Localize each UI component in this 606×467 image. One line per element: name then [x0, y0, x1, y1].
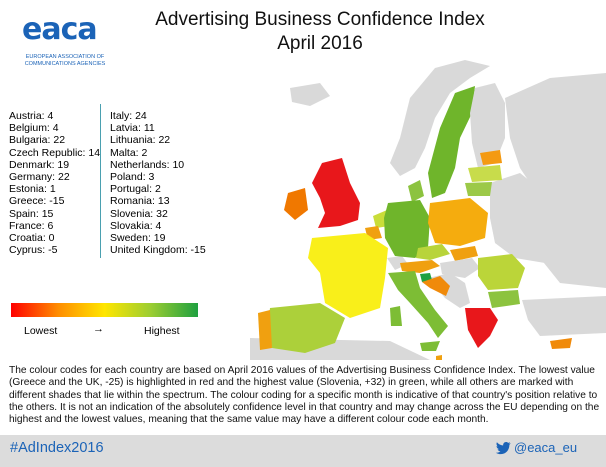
title-line-2: April 2016 [277, 33, 363, 54]
bulgaria-shape [488, 290, 520, 308]
slovakia-shape [450, 246, 478, 261]
denmark-shape [408, 180, 424, 202]
france-shape [308, 233, 388, 318]
country-list-1-item: Spain: 15 [9, 207, 54, 220]
finland-shape [470, 83, 505, 168]
twitter-bird-icon [495, 442, 511, 455]
cyprus-shape [550, 338, 572, 349]
country-list-1-item: Denmark: 19 [9, 158, 70, 171]
portugal-shape [258, 310, 272, 350]
country-list-2-item: Sweden: 19 [110, 232, 166, 245]
country-list-2-item: Slovakia: 4 [110, 219, 162, 232]
country-list-2-item: Slovenia: 32 [110, 207, 168, 220]
eaca-logo: eaca EUROPEAN ASSOCIATION OF COMMUNICATI… [22, 10, 108, 78]
austria-shape [400, 260, 440, 273]
twitter-handle-link[interactable]: @eaca_eu [514, 440, 578, 455]
romania-shape [478, 254, 525, 290]
switzerland-shape [387, 256, 408, 270]
country-list-1-item: Belgium: 4 [9, 122, 59, 135]
greece-shape [465, 308, 498, 348]
ireland-shape [284, 188, 308, 220]
sweden-shape [428, 86, 475, 198]
page-title: Advertising Business Confidence Index Ap… [120, 8, 520, 56]
hashtag-link[interactable]: #AdIndex2016 [10, 440, 104, 456]
uk-shape [312, 158, 360, 228]
country-list-2-item: Romania: 13 [110, 195, 170, 208]
malta-shape [436, 355, 442, 360]
legend-high-label: Highest [144, 325, 180, 337]
country-list-1-item: Bulgaria: 22 [9, 134, 66, 147]
country-list-1-item: Czech Republic: 14 [9, 146, 101, 159]
country-list-1-item: France: 6 [9, 219, 54, 232]
spain-shape [268, 303, 345, 353]
country-list-1-item: Germany: 22 [9, 171, 70, 184]
column-divider [100, 104, 101, 258]
description-text: The colour codes for each country are ba… [9, 365, 600, 426]
lithuania-shape [465, 182, 492, 196]
country-list-1: Austria: 4 Belgium: 4 Bulgaria: 22 Czech Re… [9, 110, 100, 256]
belarus-ukraine-shape [490, 173, 555, 263]
italy-shape [388, 271, 448, 338]
turkey-shape [522, 296, 606, 336]
croatia-shape [422, 276, 450, 296]
country-list-2-item: Poland: 3 [110, 171, 155, 184]
sardinia-shape [390, 306, 402, 326]
country-list-1-item: Greece: -15 [9, 195, 65, 208]
country-list-2-item: United Kingdom: -15 [110, 244, 206, 257]
latvia-shape [468, 165, 502, 182]
czech-shape [416, 244, 450, 260]
country-list-2-item: Netherlands: 10 [110, 158, 185, 171]
country-list-2-item: Italy: 24 [110, 110, 147, 122]
country-list-1-item: Cyprus: -5 [9, 244, 58, 257]
country-list-2-item: Lithuania: 22 [110, 134, 171, 147]
logo-subtitle: EUROPEAN ASSOCIATION OF COMMUNICATIONS A… [24, 54, 106, 67]
estonia-shape [480, 150, 502, 165]
sicily-shape [420, 341, 440, 351]
hungary-shape [440, 258, 480, 278]
title-line-1: Advertising Business Confidence Index [155, 9, 485, 30]
country-list-2-item: Portugal: 2 [110, 183, 161, 196]
poland-shape [428, 198, 488, 246]
country-list-1-item: Estonia: 1 [9, 183, 56, 196]
country-list-2-item: Malta: 2 [110, 146, 148, 159]
legend-gradient [11, 303, 198, 317]
legend-low-label: Lowest [24, 325, 58, 337]
country-list-2: Italy: 24 Latvia: 11 Lithuania: 22 Malta: 2… [110, 110, 206, 256]
germany-shape [384, 200, 430, 258]
europe-map [250, 60, 606, 360]
country-list-1-item: Austria: 4 [9, 110, 54, 122]
country-list-1-item: Croatia: 0 [9, 232, 55, 245]
iceland-shape [290, 83, 330, 106]
logo-mark: eaca [22, 12, 98, 47]
russia-shape [505, 73, 606, 288]
country-list-2-item: Latvia: 11 [110, 122, 155, 135]
norway-shape [390, 60, 490, 176]
legend-arrow: → [93, 323, 104, 335]
